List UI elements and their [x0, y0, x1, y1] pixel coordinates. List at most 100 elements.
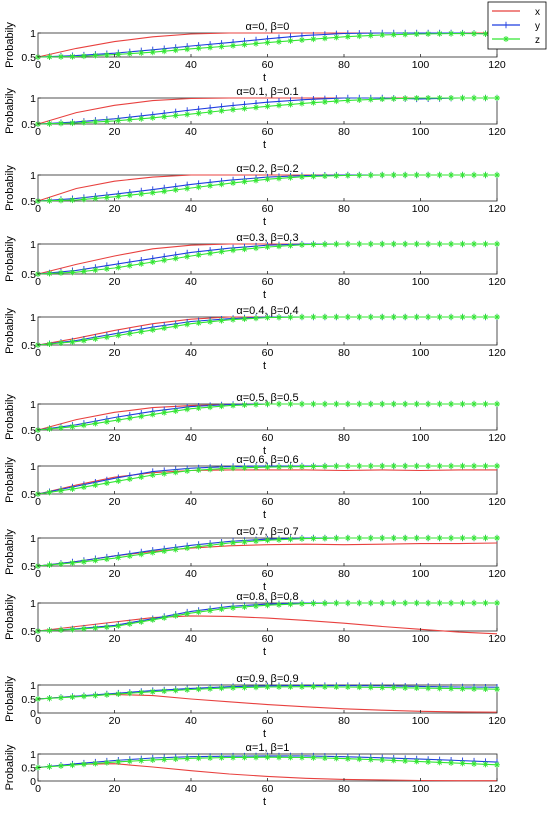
- marker-z: [413, 535, 420, 541]
- x-tick-label: 80: [338, 783, 350, 795]
- marker-z: [172, 687, 179, 694]
- marker-z: [275, 754, 282, 761]
- marker-z: [471, 241, 478, 247]
- marker-z: [287, 314, 294, 321]
- marker-z: [436, 95, 443, 101]
- subplot-title: α=0.9, β=0.9: [236, 673, 298, 685]
- x-tick-label: 20: [109, 59, 121, 71]
- marker-z: [264, 537, 271, 544]
- y-tick-label: 0.5: [21, 196, 36, 208]
- marker-z: [138, 328, 145, 335]
- x-tick-label: 100: [412, 715, 430, 727]
- x-tick-label: 120: [488, 432, 506, 444]
- x-tick-label: 40: [185, 126, 197, 138]
- x-tick-label: 60: [262, 783, 274, 795]
- marker-z: [195, 184, 202, 191]
- marker-z: [321, 401, 328, 407]
- marker-z: [184, 185, 191, 192]
- subplot-8: 0 20 40 60 80 100 120 0.5 1 α=0.7, β=0.7 t Probabil…: [4, 526, 506, 593]
- marker-z: [80, 196, 87, 203]
- marker-z: [241, 178, 248, 185]
- marker-z: [80, 53, 87, 60]
- marker-z: [448, 759, 455, 766]
- x-tick-label: 20: [109, 783, 121, 795]
- marker-z: [126, 620, 133, 627]
- marker-z: [482, 535, 489, 541]
- marker-z: [172, 612, 179, 619]
- marker-z: [184, 46, 191, 53]
- y-tick-label: 1: [30, 239, 36, 251]
- marker-z: [161, 257, 168, 264]
- marker-z: [195, 319, 202, 326]
- marker-z: [115, 554, 122, 561]
- x-tick-label: 60: [262, 276, 274, 288]
- marker-z: [115, 690, 122, 697]
- marker-z: [264, 602, 271, 609]
- subplot-title: α=0.7, β=0.7: [236, 526, 298, 538]
- marker-z: [436, 463, 443, 469]
- marker-z: [402, 172, 409, 178]
- marker-z: [218, 754, 225, 761]
- x-axis-label: t: [263, 289, 266, 301]
- marker-z: [138, 413, 145, 420]
- marker-z: [138, 689, 145, 696]
- y-tick-label: 0.5: [21, 52, 36, 64]
- marker-z: [149, 259, 156, 265]
- marker-z: [390, 535, 397, 541]
- legend-entry-z: z: [492, 35, 540, 46]
- x-tick-label: 0: [35, 496, 41, 508]
- marker-z: [195, 609, 202, 616]
- marker-z: [402, 600, 409, 606]
- x-tick-label: 40: [185, 432, 197, 444]
- marker-z: [379, 172, 386, 178]
- marker-z: [161, 548, 168, 555]
- x-tick-label: 100: [412, 276, 430, 288]
- marker-z: [69, 559, 76, 566]
- marker-z: [161, 409, 168, 416]
- y-tick-label: 0.5: [21, 626, 36, 638]
- x-tick-label: 40: [185, 496, 197, 508]
- marker-z: [275, 314, 282, 321]
- marker-z: [471, 401, 478, 407]
- marker-z: [379, 684, 386, 691]
- marker-z: [103, 691, 110, 698]
- subplot-6: 0 20 40 60 80 100 120 0.5 1 α=0.5, β=0.5 t Probabil…: [4, 392, 506, 457]
- marker-z: [436, 759, 443, 766]
- marker-z: [253, 40, 260, 47]
- marker-z: [425, 241, 432, 247]
- marker-z: [253, 464, 260, 471]
- marker-z: [482, 761, 489, 768]
- subplot-7: 0 20 40 60 80 100 120 0.5 1 α=0.6, β=0.6 t Probabil…: [4, 454, 506, 521]
- x-tick-label: 120: [488, 715, 506, 727]
- marker-z: [218, 248, 225, 255]
- marker-z: [126, 758, 133, 765]
- marker-z: [367, 96, 374, 103]
- marker-z: [356, 684, 363, 691]
- marker-z: [287, 101, 294, 108]
- subplot-title: α=0.3, β=0.3: [236, 232, 298, 244]
- marker-z: [172, 255, 179, 262]
- marker-z: [344, 172, 351, 179]
- marker-z: [218, 540, 225, 547]
- marker-z: [57, 560, 64, 567]
- marker-z: [69, 338, 76, 345]
- marker-z: [80, 761, 87, 768]
- marker-z: [46, 340, 53, 347]
- marker-z: [207, 318, 214, 325]
- marker-z: [413, 401, 420, 407]
- x-axis-label: t: [263, 445, 266, 457]
- marker-z: [448, 463, 455, 469]
- subplot-title: α=0.2, β=0.2: [236, 163, 298, 175]
- x-tick-label: 80: [338, 496, 350, 508]
- marker-z: [471, 463, 478, 469]
- marker-z: [46, 763, 53, 770]
- marker-z: [413, 172, 420, 178]
- marker-z: [264, 401, 271, 407]
- y-axis-label: Probabily: [4, 88, 16, 134]
- marker-z: [161, 688, 168, 695]
- marker-z: [356, 314, 363, 320]
- x-tick-label: 60: [262, 347, 274, 359]
- subplot-4: 0 20 40 60 80 100 120 0.5 1 α=0.3, β=0.3 t Probabil…: [4, 232, 506, 301]
- x-tick-label: 60: [262, 715, 274, 727]
- marker-z: [195, 467, 202, 474]
